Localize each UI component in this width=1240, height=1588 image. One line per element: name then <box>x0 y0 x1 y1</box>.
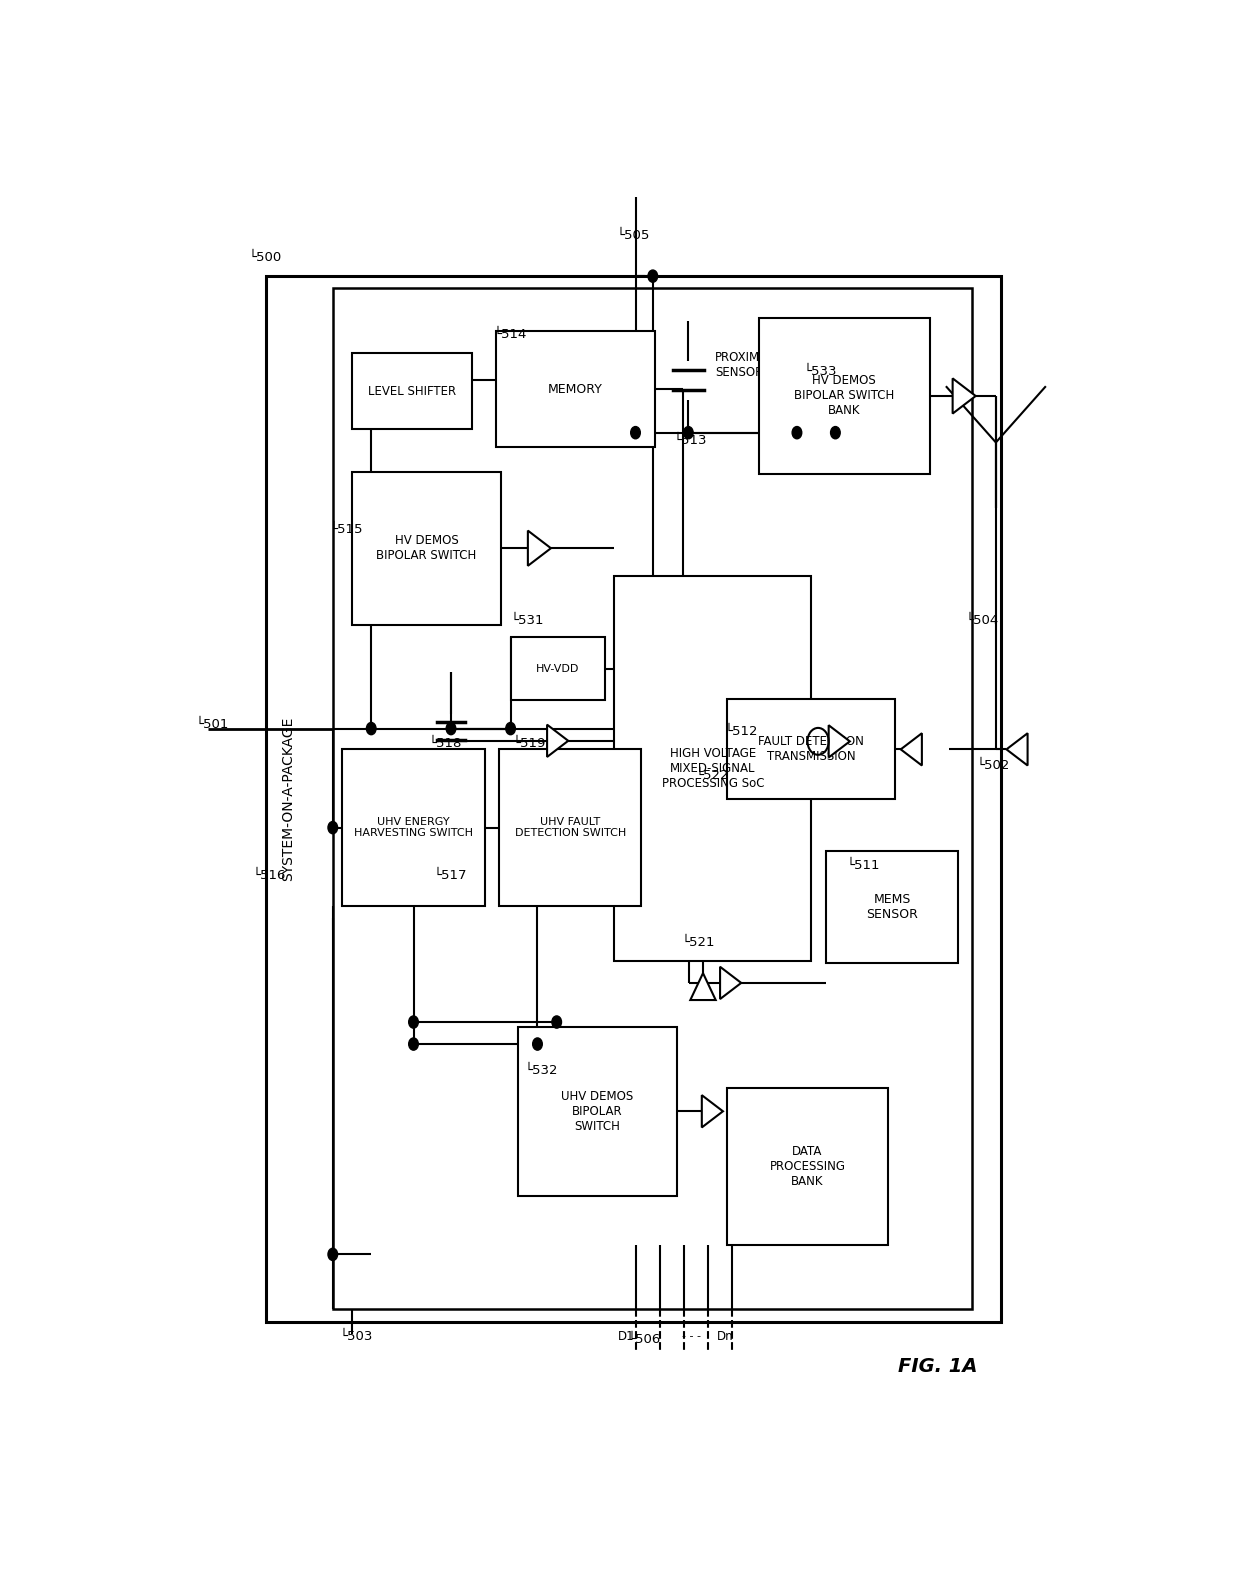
Text: HV-VDD: HV-VDD <box>536 664 579 673</box>
Text: SYSTEM-ON-A-PACKAGE: SYSTEM-ON-A-PACKAGE <box>281 716 295 881</box>
Text: └512: └512 <box>725 724 759 737</box>
Polygon shape <box>702 1096 723 1127</box>
Text: └500: └500 <box>248 251 281 264</box>
Polygon shape <box>547 724 568 757</box>
Text: UHV ENERGY
HARVESTING SWITCH: UHV ENERGY HARVESTING SWITCH <box>353 816 472 838</box>
FancyBboxPatch shape <box>352 472 501 624</box>
Circle shape <box>327 821 337 834</box>
Circle shape <box>792 427 802 438</box>
Circle shape <box>649 270 657 283</box>
Text: └517: └517 <box>434 869 467 881</box>
Text: └511: └511 <box>847 859 880 872</box>
Circle shape <box>409 1016 418 1027</box>
Text: └515: └515 <box>330 522 363 535</box>
Polygon shape <box>952 378 976 413</box>
Text: └504: └504 <box>965 615 998 627</box>
Circle shape <box>831 427 841 438</box>
Polygon shape <box>691 973 715 1000</box>
Text: └519: └519 <box>512 737 546 750</box>
FancyBboxPatch shape <box>614 576 811 961</box>
Polygon shape <box>720 967 742 999</box>
Circle shape <box>446 723 456 735</box>
FancyBboxPatch shape <box>727 1088 888 1245</box>
Text: HV DEMOS
BIPOLAR SWITCH: HV DEMOS BIPOLAR SWITCH <box>377 534 476 562</box>
Circle shape <box>631 427 640 438</box>
Text: └518: └518 <box>429 737 463 750</box>
Text: UHV DEMOS
BIPOLAR
SWITCH: UHV DEMOS BIPOLAR SWITCH <box>562 1089 634 1132</box>
Text: └521: └521 <box>682 935 715 950</box>
Text: HV DEMOS
BIPOLAR SWITCH
BANK: HV DEMOS BIPOLAR SWITCH BANK <box>794 375 894 418</box>
Text: LEVEL SHIFTER: LEVEL SHIFTER <box>368 384 456 397</box>
FancyBboxPatch shape <box>496 332 655 448</box>
Circle shape <box>533 1039 542 1050</box>
Polygon shape <box>528 530 551 565</box>
Circle shape <box>327 1248 337 1261</box>
Text: └533: └533 <box>804 365 837 378</box>
FancyBboxPatch shape <box>342 750 485 905</box>
Circle shape <box>552 1016 562 1027</box>
FancyBboxPatch shape <box>352 353 472 429</box>
Text: └501: └501 <box>196 718 228 732</box>
Text: PROXIMITY
SENSOR: PROXIMITY SENSOR <box>715 351 779 380</box>
Text: └502: └502 <box>977 759 1011 772</box>
FancyBboxPatch shape <box>826 851 959 964</box>
FancyBboxPatch shape <box>759 318 930 475</box>
Circle shape <box>367 723 376 735</box>
Text: └532: └532 <box>525 1064 558 1077</box>
Polygon shape <box>900 734 921 765</box>
FancyBboxPatch shape <box>518 1027 677 1196</box>
Text: └531: └531 <box>511 615 544 627</box>
Circle shape <box>683 427 693 438</box>
Text: Dn: Dn <box>717 1329 734 1343</box>
FancyBboxPatch shape <box>498 750 641 905</box>
Polygon shape <box>1007 734 1028 765</box>
Text: HIGH VOLTAGE
MIXED-SIGNAL
PROCESSING SoC: HIGH VOLTAGE MIXED-SIGNAL PROCESSING SoC <box>662 746 764 789</box>
Text: └503: └503 <box>340 1329 373 1343</box>
Text: └513: └513 <box>675 434 708 446</box>
Text: └505: └505 <box>616 229 650 243</box>
FancyBboxPatch shape <box>511 637 605 700</box>
Text: └506: └506 <box>627 1334 661 1347</box>
Text: DATA
PROCESSING
BANK: DATA PROCESSING BANK <box>770 1145 846 1188</box>
Text: MEMS
SENSOR: MEMS SENSOR <box>867 892 918 921</box>
FancyBboxPatch shape <box>265 276 1001 1321</box>
Text: FAULT DETECTION
TRANSMISSION: FAULT DETECTION TRANSMISSION <box>758 735 864 764</box>
Text: └514: └514 <box>494 329 527 341</box>
Text: UHV FAULT
DETECTION SWITCH: UHV FAULT DETECTION SWITCH <box>515 816 626 838</box>
Text: D1: D1 <box>619 1329 635 1343</box>
Text: MEMORY: MEMORY <box>548 383 603 395</box>
Text: └522: └522 <box>696 769 729 781</box>
FancyBboxPatch shape <box>332 289 972 1310</box>
Circle shape <box>409 1039 418 1050</box>
Text: └516: └516 <box>253 869 286 881</box>
Text: FIG. 1A: FIG. 1A <box>899 1358 978 1377</box>
Polygon shape <box>828 726 849 757</box>
Text: - - -: - - - <box>682 1331 701 1342</box>
Circle shape <box>506 723 516 735</box>
FancyBboxPatch shape <box>727 699 895 799</box>
